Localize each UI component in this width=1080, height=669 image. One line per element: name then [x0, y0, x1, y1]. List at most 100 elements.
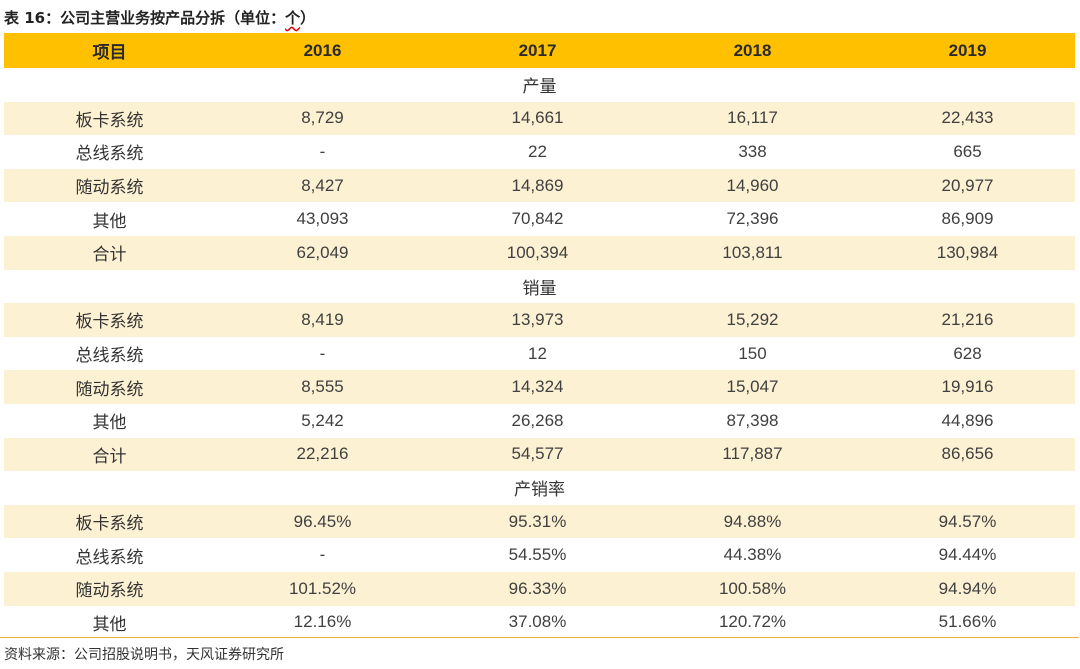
cell-value: 14,960 [645, 168, 860, 203]
table-row: 随动系统 101.52% 96.33% 100.58% 94.94% [4, 571, 1075, 606]
table-row: 总线系统 - 12 150 628 [4, 337, 1075, 371]
table-row: 板卡系统 8,729 14,661 16,117 22,433 [4, 101, 1075, 136]
cell-value: - [319, 343, 326, 363]
row-label: 其他 [92, 614, 127, 635]
cell-value: 20,977 [860, 168, 1075, 203]
table-row: 其他 12.16% 37.08% 120.72% 51.66% [4, 606, 1075, 640]
cell-value: 96.33% [430, 571, 645, 606]
cell-value: 21,216 [860, 303, 1075, 337]
row-label: 随动系统 [4, 571, 215, 606]
cell-value: 15,292 [645, 303, 860, 337]
source-note: 资料来源：公司招股说明书，天风证券研究所 [0, 637, 1079, 664]
cell-value: 103,811 [645, 235, 860, 270]
cell-value: 15,047 [645, 370, 860, 404]
row-label: 总线系统 [75, 346, 144, 367]
cell-value: 70,842 [511, 209, 564, 229]
table-row: 其他 43,093 70,842 72,396 86,909 [4, 202, 1075, 236]
cell-value: 130,984 [860, 235, 1075, 270]
cell-value: 8,729 [215, 101, 430, 136]
cell-value: 8,555 [215, 370, 430, 404]
table-row: 合计 22,216 54,577 117,887 86,656 [4, 437, 1075, 472]
section-row: 销量 [4, 270, 1075, 304]
table-row: 随动系统 8,427 14,869 14,960 20,977 [4, 168, 1075, 203]
header-2016: 2016 [215, 33, 430, 68]
row-label: 其他 [92, 413, 127, 434]
cell-value: 94.88% [645, 504, 860, 539]
table-title: 表 16：公司主营业务按产品分拆（单位：个） [4, 5, 315, 31]
cell-value: 54,577 [430, 437, 645, 472]
title-unit: 个 [285, 9, 301, 27]
cell-value: 94.57% [860, 504, 1075, 539]
cell-value: 22 [528, 141, 547, 161]
cell-value: 14,869 [430, 168, 645, 203]
cell-value: 96.45% [215, 504, 430, 539]
cell-value: 19,916 [860, 370, 1075, 404]
cell-value: 628 [953, 343, 982, 363]
section-title: 产销率 [514, 480, 565, 501]
cell-value: 22,433 [860, 101, 1075, 136]
cell-value: 12 [528, 343, 547, 363]
cell-value: 100,394 [430, 235, 645, 270]
cell-value: 95.31% [430, 504, 645, 539]
cell-value: 86,656 [860, 437, 1075, 472]
header-2018: 2018 [645, 33, 860, 68]
header-2019: 2019 [860, 33, 1075, 68]
cell-value: 5,242 [301, 410, 344, 430]
cell-value: 62,049 [215, 235, 430, 270]
cell-value: 16,117 [645, 101, 860, 136]
header-item: 项目 [4, 33, 215, 68]
table-row: 总线系统 - 54.55% 44.38% 94.44% [4, 538, 1075, 572]
cell-value: 120.72% [718, 612, 787, 632]
cell-value: 37.08% [508, 612, 567, 632]
table-row: 总线系统 - 22 338 665 [4, 135, 1075, 169]
table-row: 板卡系统 96.45% 95.31% 94.88% 94.57% [4, 504, 1075, 539]
product-breakdown-table: 项目 2016 2017 2018 2019 产量 板卡系统 8,729 14,661… [4, 33, 1075, 639]
section-row: 产销率 [4, 471, 1075, 505]
cell-value: 44.38% [723, 545, 782, 565]
table-row: 其他 5,242 26,268 87,398 44,896 [4, 404, 1075, 438]
cell-value: 54.55% [508, 545, 567, 565]
cell-value: 94.44% [938, 545, 997, 565]
cell-value: 100.58% [645, 571, 860, 606]
cell-value: 44,896 [941, 410, 994, 430]
cell-value: 8,427 [215, 168, 430, 203]
cell-value: 117,887 [645, 437, 860, 472]
cell-value: 338 [738, 141, 767, 161]
row-label: 总线系统 [75, 144, 144, 165]
cell-value: 26,268 [511, 410, 564, 430]
section-title: 产量 [522, 77, 557, 98]
cell-value: 13,973 [430, 303, 645, 337]
cell-value: 51.66% [938, 612, 997, 632]
table-row: 板卡系统 8,419 13,973 15,292 21,216 [4, 303, 1075, 337]
cell-value: 12.16% [293, 612, 352, 632]
cell-value: - [319, 545, 326, 565]
cell-value: 150 [738, 343, 767, 363]
cell-value: 86,909 [941, 209, 994, 229]
row-label: 合计 [4, 235, 215, 270]
title-suffix: ） [300, 9, 316, 27]
table-row: 合计 62,049 100,394 103,811 130,984 [4, 235, 1075, 270]
cell-value: 43,093 [296, 209, 349, 229]
table-row: 随动系统 8,555 14,324 15,047 19,916 [4, 370, 1075, 404]
header-2017: 2017 [430, 33, 645, 68]
cell-value: - [319, 141, 326, 161]
cell-value: 72,396 [726, 209, 779, 229]
cell-value: 94.94% [860, 571, 1075, 606]
row-label: 随动系统 [4, 370, 215, 404]
header-row: 项目 2016 2017 2018 2019 [4, 33, 1075, 68]
cell-value: 14,324 [430, 370, 645, 404]
cell-value: 101.52% [215, 571, 430, 606]
cell-value: 22,216 [215, 437, 430, 472]
cell-value: 14,661 [430, 101, 645, 136]
row-label: 随动系统 [4, 168, 215, 203]
cell-value: 87,398 [726, 410, 779, 430]
section-title: 销量 [522, 278, 557, 299]
row-label: 板卡系统 [4, 303, 215, 337]
row-label: 总线系统 [75, 547, 144, 568]
row-label: 其他 [92, 211, 127, 232]
row-label: 板卡系统 [4, 101, 215, 136]
section-row: 产量 [4, 68, 1075, 102]
cell-value: 8,419 [215, 303, 430, 337]
cell-value: 665 [953, 141, 982, 161]
row-label: 板卡系统 [4, 504, 215, 539]
